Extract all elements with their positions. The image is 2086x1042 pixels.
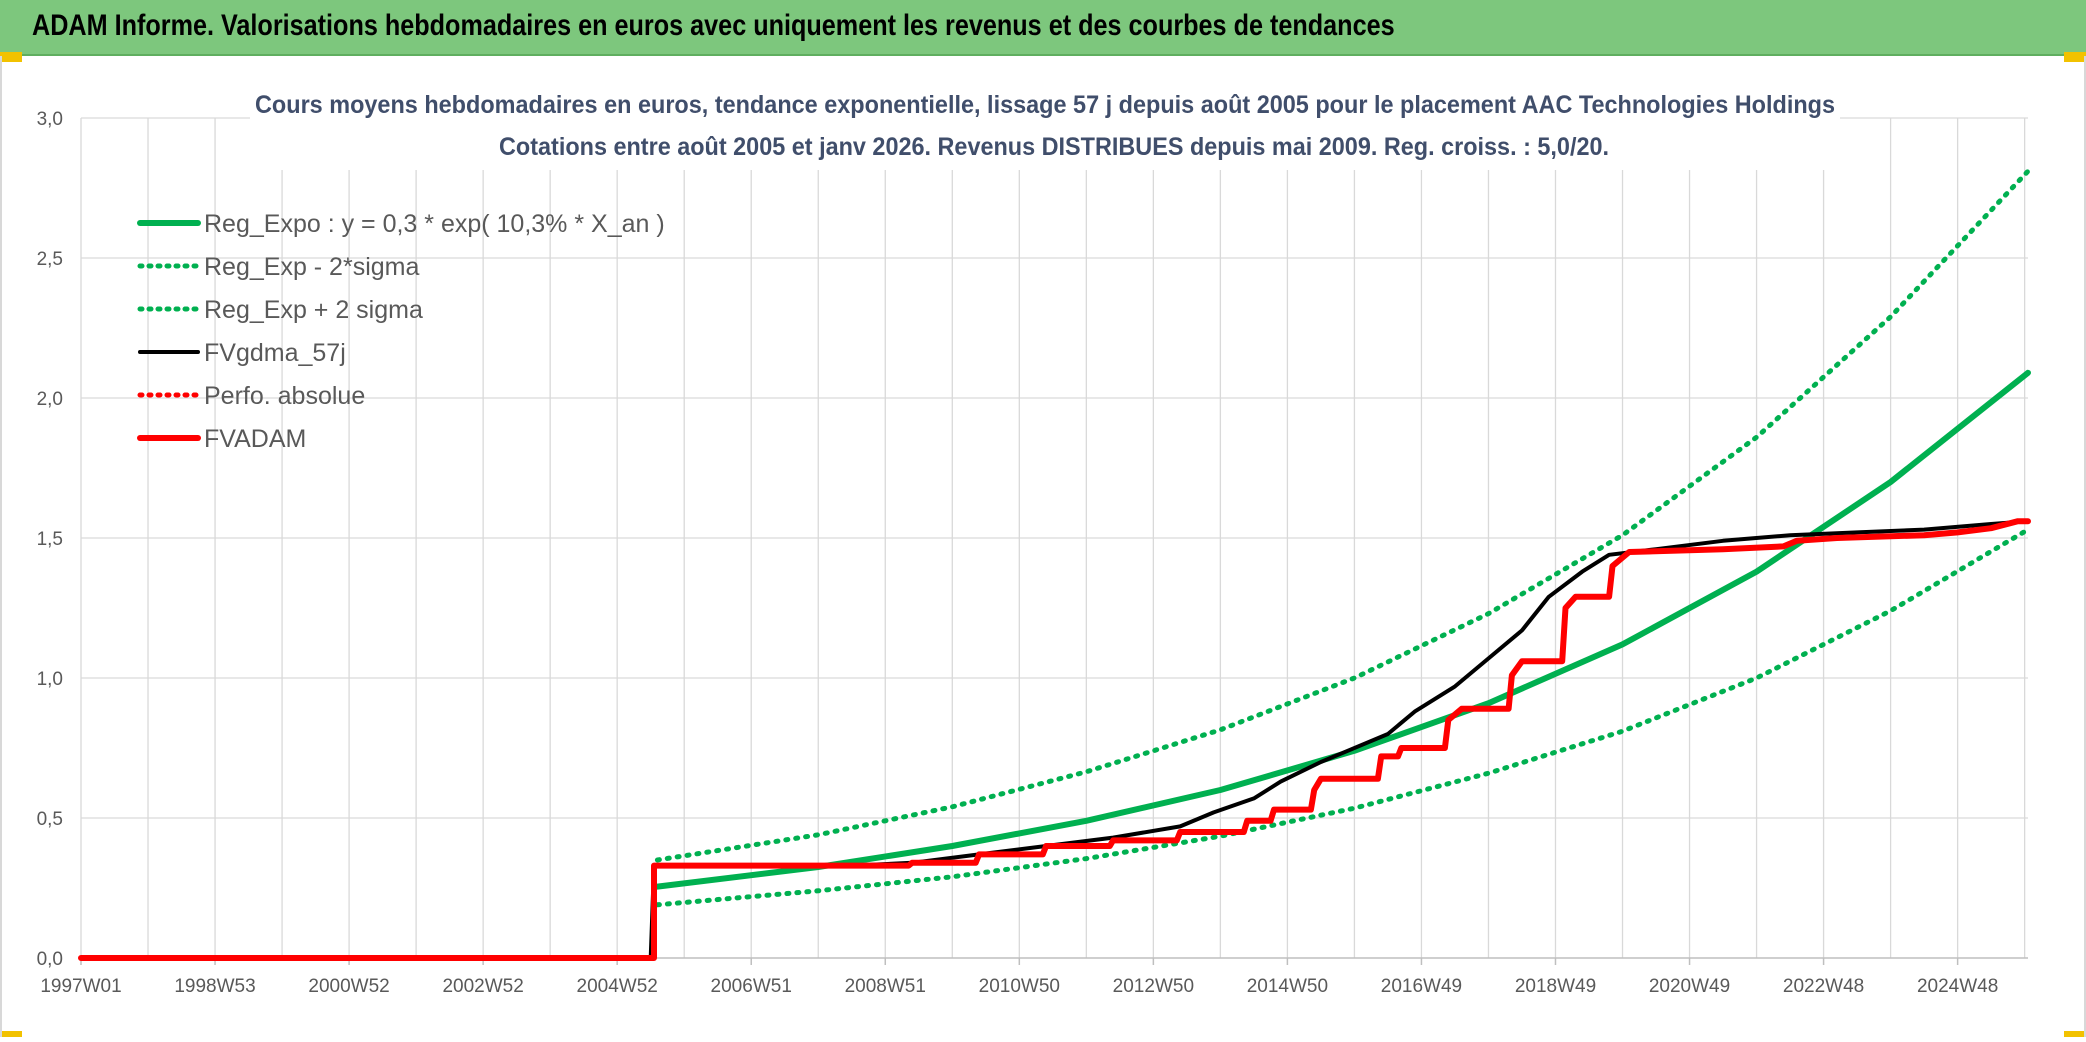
x-tick-label: 2012W50 (1113, 976, 1194, 997)
x-tick-label: 2004W52 (577, 976, 658, 997)
chart-area: 0,0 0,5 1,0 1,5 2,0 2,5 3,0 1997W01 1998W53 2000W… (0, 56, 2086, 1037)
y-tick-label: 2,0 (37, 389, 63, 410)
corner-accent-left (0, 52, 22, 62)
series-lines (78, 168, 2031, 961)
x-tick-label: 2014W50 (1247, 976, 1328, 997)
y-tick-label: 2,5 (37, 249, 63, 270)
x-tick-label: 2006W51 (711, 976, 792, 997)
legend-label: Perfo. absolue (204, 382, 365, 410)
legend-label: FVADAM (204, 425, 306, 453)
x-tick-label: 2022W48 (1783, 976, 1864, 997)
x-tick-label: 2010W50 (979, 976, 1060, 997)
legend-label: Reg_Expo : y = 0,3 * exp( 10,3% * X_an ) (204, 210, 665, 238)
series-line (654, 168, 2031, 863)
y-tick-label: 0,0 (37, 949, 63, 970)
chart-title: Cours moyens hebdomadaires en euros, ten… (255, 91, 1835, 119)
corner-accent-bottom-left (0, 1031, 22, 1037)
y-tick-label: 1,0 (37, 669, 63, 690)
y-tick-label: 0,5 (37, 809, 63, 830)
y-tick-label: 1,5 (37, 529, 63, 550)
series-line (654, 527, 2031, 908)
chart: 0,0 0,5 1,0 1,5 2,0 2,5 3,0 1997W01 1998W53 2000W… (37, 84, 2031, 997)
x-tick-label: 2016W49 (1381, 976, 1462, 997)
chart-title-background (250, 84, 1840, 170)
x-tick-label: 2000W52 (308, 976, 389, 997)
x-tick-label: 2008W51 (845, 976, 926, 997)
legend-label: FVgdma_57j (204, 339, 346, 367)
banner: ADAM Informe. Valorisations hebdomadaire… (0, 0, 2086, 56)
chart-subtitle: Cotations entre août 2005 et janv 2026. … (499, 133, 1609, 161)
x-tick-label: 1997W01 (40, 976, 121, 997)
legend: Reg_Expo : y = 0,3 * exp( 10,3% * X_an )… (137, 210, 665, 453)
x-tick-label: 2020W49 (1649, 976, 1730, 997)
x-tick-label: 2024W48 (1917, 976, 1998, 997)
x-tick-label: 2002W52 (442, 976, 523, 997)
series-line (79, 519, 2030, 960)
corner-accent-right (2064, 52, 2086, 62)
series-line (78, 518, 2031, 961)
x-tick-label: 2018W49 (1515, 976, 1596, 997)
gridlines (80, 117, 2028, 958)
legend-label: Reg_Exp - 2*sigma (204, 253, 419, 281)
chart-titles: Cours moyens hebdomadaires en euros, ten… (250, 84, 1840, 170)
legend-label: Reg_Exp + 2 sigma (204, 296, 423, 324)
axes: 0,0 0,5 1,0 1,5 2,0 2,5 3,0 1997W01 1998W53 2000W… (37, 109, 2028, 997)
banner-title: ADAM Informe. Valorisations hebdomadaire… (32, 9, 1395, 42)
x-tick-label: 1998W53 (174, 976, 255, 997)
y-tick-label: 3,0 (37, 109, 63, 130)
corner-accent-bottom-right (2064, 1031, 2086, 1037)
